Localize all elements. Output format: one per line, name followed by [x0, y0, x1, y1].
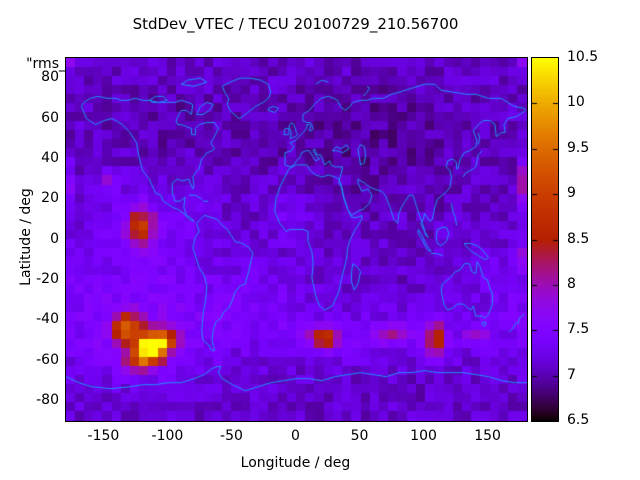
y-tick-label: -20 — [36, 270, 59, 287]
y-tick-label: -80 — [36, 391, 59, 408]
x-tick-label: -50 — [220, 428, 243, 444]
x-tick-label: -150 — [87, 428, 120, 444]
x-tick-label: 100 — [410, 428, 437, 444]
x-tick-label: 150 — [474, 428, 501, 444]
figure-title: StdDev_VTEC / TECU 20100729_210.56700 — [132, 15, 459, 33]
colorbar-tick-label: 8 — [567, 275, 576, 292]
y-tick-label: -40 — [36, 311, 59, 328]
colorbar-tick-label: 6.5 — [567, 412, 590, 428]
rms-overlay-label: "rms_ — [26, 56, 66, 72]
colorbar-tick-label: 7 — [567, 366, 576, 383]
colorbar-tick-label: 9.5 — [567, 139, 590, 156]
y-tick-label: 80 — [41, 69, 59, 86]
colorbar-tick-label: 7.5 — [567, 321, 590, 338]
y-tick-label: 0 — [50, 230, 59, 247]
colorbar-tick-label: 8.5 — [567, 230, 590, 247]
x-tick-label: -100 — [151, 428, 184, 444]
y-tick-label: -60 — [36, 351, 59, 368]
y-tick-label: 60 — [41, 109, 59, 126]
heatmap-plot-area — [65, 57, 528, 422]
colorbar-tick-label: 9 — [567, 185, 576, 202]
x-tick-label: 0 — [291, 428, 300, 444]
colorbar-tick-label: 10 — [567, 94, 585, 111]
x-axis-label: Longitude / deg — [240, 455, 351, 471]
y-tick-label: 40 — [41, 149, 59, 166]
colorbar-tick-label: 10.5 — [567, 49, 599, 65]
x-tick-label: 50 — [350, 428, 369, 444]
y-tick-label: 20 — [41, 190, 59, 207]
colorbar — [531, 57, 559, 422]
